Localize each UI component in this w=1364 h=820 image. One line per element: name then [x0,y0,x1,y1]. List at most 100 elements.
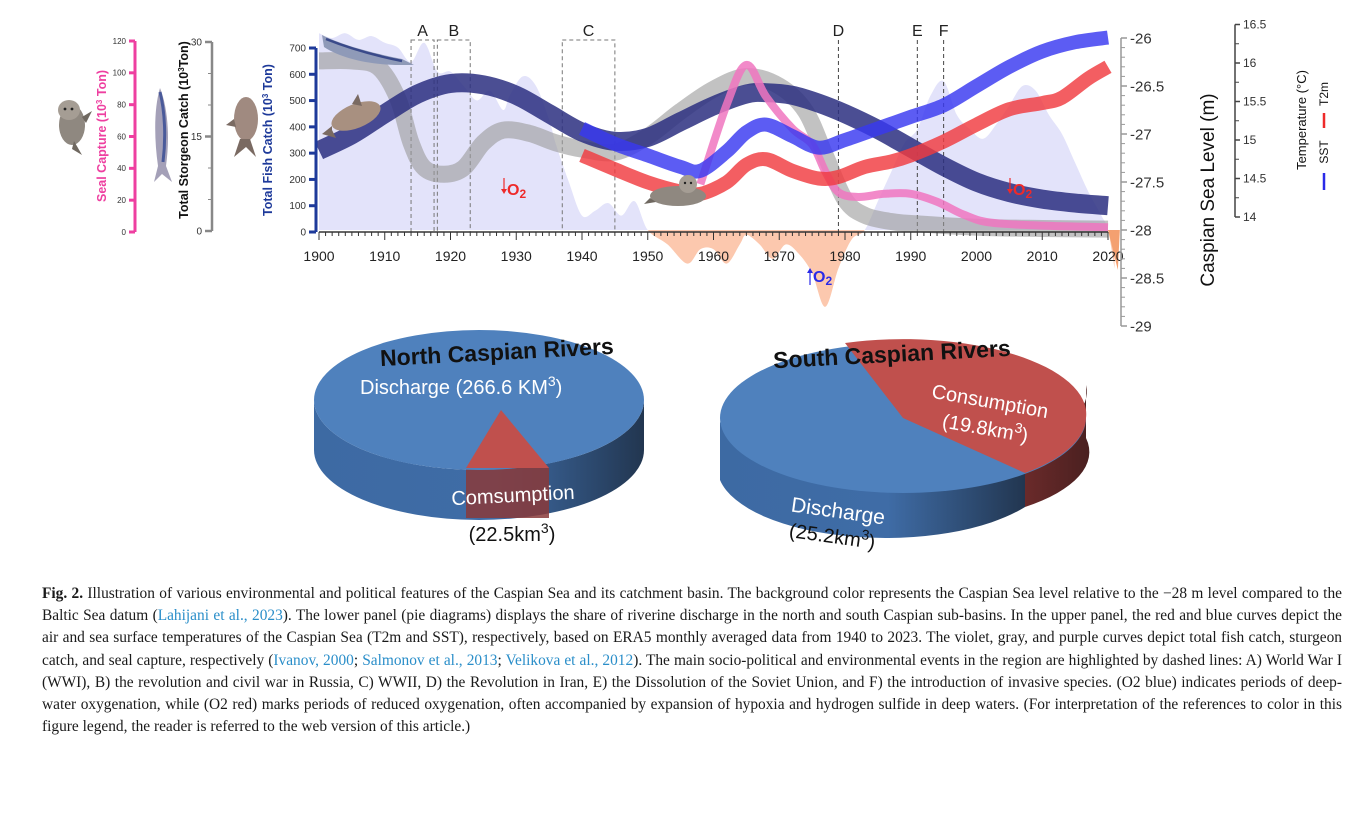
fish-tick-label: 700 [289,44,306,55]
x-tick-label: 1900 [303,248,334,264]
svg-text:O2: O2 [813,269,832,288]
north-pie-side-blue [314,400,644,520]
sturgeon-catch-axis: 0 15 30 [191,38,214,238]
seal-tick-label: 80 [117,100,126,109]
fish-icon-inline [322,94,381,138]
fish-tick-label: 400 [289,122,306,133]
o2-annotation-low-2: O2 [1007,178,1032,201]
sea-level-axis-title: Caspian Sea Level (m) [1198,93,1219,286]
event-label-c: C [583,23,595,40]
sea-level-below-area [319,230,1115,307]
figure-caption: Fig. 2. Illustration of various environm… [42,583,1342,738]
seal-icon-inline [644,175,706,206]
caption-reference-link[interactable]: Velikova et al., 2012 [505,651,634,669]
sea-level-2020-drop [1108,230,1120,270]
north-pie-side-red [466,468,549,518]
sea-level-above-area [319,33,1115,230]
sea_level-tick-label: -27.5 [1130,174,1164,191]
caption-reference-link[interactable]: Ivanov, 2000 [273,651,354,669]
svg-text:O2: O2 [1013,182,1032,201]
fish-axis-title: Total Fish Catch (103 Ton) [261,64,276,216]
temperature-tick-label: 15 [1243,133,1257,147]
x-tick-label: 1930 [501,248,532,264]
seal-tick-label: 100 [113,69,127,78]
sea-level-area [319,33,1120,307]
seal-tick-label: 0 [122,228,127,237]
north-consumption-value: (22.5km3) [469,520,556,546]
event-label-f: F [939,23,949,40]
fish-icon [226,97,258,157]
fish-tick-label: 200 [289,175,306,186]
x-tick-label: 1910 [369,248,400,264]
fish-catch-axis: 0 100 200 300 400 500 600 700 [289,44,318,239]
sturgeon-icon [154,88,172,182]
caption-body: Illustration of various environmental an… [42,585,1342,735]
sea_level-tick-label: -28.5 [1130,270,1164,287]
x-tick-label: 1920 [435,248,466,264]
x-tick-label: 2020 [1092,248,1123,264]
temperature-tick-label: 15.5 [1243,95,1267,109]
sea_level-tick-label: -29 [1130,318,1152,335]
caption-text: ). The main socio-political and environm… [42,651,1343,736]
x-axis: 1900 1910 1920 1930 1940 1950 1960 1970 1980 1990… [303,231,1124,264]
fish-tick-label: 100 [289,201,306,212]
north-discharge-label: Discharge (266.6 KM3) [360,373,562,399]
x-tick-label: 1950 [632,248,663,264]
caption-reference-link[interactable]: Lahijani et al., 2023 [157,607,283,625]
x-tick-label: 1980 [829,248,860,264]
fish-tick-label: 600 [289,70,306,81]
figure-label: Fig. 2. [42,585,84,602]
seal-tick-label: 60 [117,132,126,141]
temperature-axis-title: Temperature (°C) [1294,70,1309,170]
north-caspian-pie: North Caspian Rivers Discharge (266.6 KM… [314,330,644,546]
event-label-d: D [833,23,845,40]
seal-tick-label: 40 [117,164,126,173]
seal-axis-title: Seal Capture (103 Ton) [95,70,110,202]
legend-sst-label: SST [1317,140,1331,164]
svg-text:O2: O2 [507,182,526,201]
x-tick-label: 1990 [895,248,926,264]
fish-tick-label: 300 [289,149,306,160]
temperature-tick-label: 16 [1243,56,1257,70]
legend-t2m-label: T2m [1317,82,1331,106]
caption-text: ; [353,651,363,669]
sturgeon-icon-inline [322,35,414,65]
temperature-axis: 16.5 16 15.5 15 14.5 14 [1234,18,1267,224]
temperature-tick-label: 14 [1243,210,1257,224]
sturgeon-tick-label: 0 [196,227,202,238]
fish-tick-label: 500 [289,96,306,107]
seal-tick-label: 20 [117,196,126,205]
seal-capture-axis: 0 20 40 60 80 100 120 [113,37,137,237]
o2-annotation-high: O2 [807,268,832,288]
caption-text: ). The lower panel (pie diagrams) displa… [42,607,1342,669]
north-pie-top-discharge [314,330,644,470]
sea-level-axis: -26 -26.5 -27 -27.5 -28 -28.5 -29 [1120,30,1164,335]
legend: SST T2m [1317,82,1331,190]
temperature-tick-label: 16.5 [1243,18,1267,32]
sturgeon-tick-label: 15 [191,132,203,143]
sea_level-tick-label: -26 [1130,30,1152,47]
sea_level-tick-label: -27 [1130,126,1152,143]
sea_level-tick-label: -26.5 [1130,78,1164,95]
caption-text: Illustration of various environmental an… [42,585,1342,625]
x-tick-label: 1960 [698,248,729,264]
event-label-e: E [912,23,923,40]
fish-tick-label: 0 [300,228,306,239]
event-label-b: B [448,23,459,40]
x-tick-label: 2000 [961,248,992,264]
x-tick-label: 1940 [566,248,597,264]
seal-capture-curve [696,60,1109,232]
south-caspian-pie: South Caspian Rivers Consumption (19.8km… [720,335,1090,554]
event-label-a: A [417,23,428,40]
seal-tick-label: 120 [113,37,127,46]
caption-reference-link[interactable]: Salmonov et al., 2013 [362,651,498,669]
temperature-tick-label: 14.5 [1243,172,1267,186]
o2-annotation-low-1: O2 [501,178,526,201]
x-tick-label: 2010 [1027,248,1058,264]
south-pie-top-consumption [845,339,1087,473]
north-pie-top-consumption [466,410,549,468]
x-tick-label: 1970 [764,248,795,264]
sturgeon-axis-title: Total Storgeon Catch (103Ton) [177,41,192,219]
sst-curve [578,30,1109,179]
caption-text: ; [497,651,506,669]
